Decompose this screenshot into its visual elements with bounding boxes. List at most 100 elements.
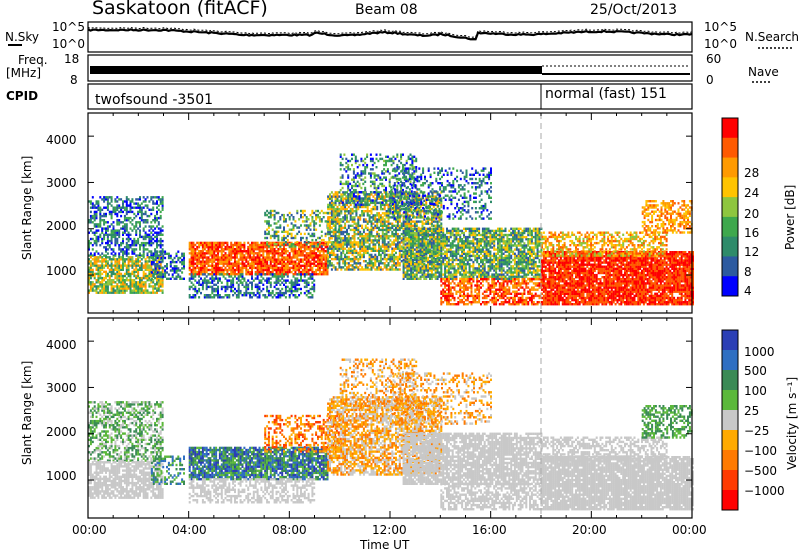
scatter-cell: [344, 262, 347, 265]
scatter-cell: [243, 264, 246, 267]
scatter-cell: [118, 221, 121, 224]
scatter-cell: [305, 264, 308, 267]
scatter-cell: [213, 273, 216, 276]
scatter-cell: [120, 291, 123, 294]
scatter-cell: [110, 204, 113, 207]
scatter-cell: [260, 273, 263, 276]
scatter-cell: [222, 243, 225, 247]
scatter-cell: [275, 243, 278, 246]
scatter-cell: [318, 236, 321, 240]
scatter-cell: [281, 294, 284, 297]
scatter-cell: [396, 262, 399, 265]
scatter-cell: [260, 264, 263, 267]
nsearch-label: N.Search: [745, 30, 799, 44]
scatter-cell: [275, 275, 278, 278]
scatter-cell: [120, 250, 123, 253]
scatter-cell: [364, 232, 367, 236]
scatter-cell: [296, 277, 299, 280]
scatter-cell: [408, 197, 411, 200]
scatter-cell: [346, 191, 348, 194]
scatter-cell: [137, 239, 140, 243]
scatter-cell: [393, 232, 396, 236]
scatter-cell: [213, 294, 216, 297]
scatter-cell: [361, 224, 364, 227]
scatter-cell: [88, 276, 90, 280]
scatter-cell: [327, 255, 330, 259]
scatter-cell: [256, 248, 259, 251]
scatter-cell: [252, 279, 255, 282]
scatter-cell: [378, 239, 380, 242]
scatter-cell: [139, 279, 141, 282]
scatter-cell: [344, 235, 347, 238]
scatter-cell: [218, 245, 221, 249]
scatter-cell: [406, 212, 409, 215]
scatter-cell: [273, 218, 276, 221]
scatter-cell: [307, 245, 310, 249]
scatter-cell: [340, 255, 343, 259]
scatter-cell: [388, 191, 391, 194]
scatter-cell: [391, 243, 394, 246]
scatter-cell: [387, 210, 390, 213]
scatter-cell: [311, 277, 314, 280]
scatter-cell: [91, 221, 94, 224]
scatter-cell: [97, 208, 100, 211]
scatter-cell: [194, 279, 197, 282]
scatter-cell: [358, 184, 361, 188]
scatter-cell: [307, 273, 310, 276]
scatter-cell: [247, 256, 250, 259]
scatter-cell: [370, 212, 373, 215]
scatter-cell: [371, 168, 374, 171]
scatter-cell: [108, 281, 111, 284]
scatter-cell: [110, 285, 113, 288]
scatter-cell: [396, 245, 399, 248]
scatter-cell: [394, 193, 397, 196]
scatter-cell: [322, 270, 325, 274]
scatter-cell: [194, 268, 197, 272]
scatter-cell: [264, 245, 267, 249]
scatter-cell: [286, 270, 289, 274]
scatter-cell: [344, 255, 347, 259]
scatter-cell: [234, 287, 236, 291]
scatter-cell: [142, 250, 145, 253]
scatter-cell: [169, 265, 172, 268]
scatter-cell: [110, 214, 113, 218]
scatter-cell: [196, 258, 199, 261]
scatter-cell: [103, 196, 106, 199]
scatter-cell: [277, 275, 280, 278]
scatter-cell: [329, 201, 331, 205]
scatter-cell: [122, 285, 124, 288]
scatter-cell: [190, 273, 193, 276]
scatter-cell: [330, 268, 333, 271]
scatter-cell: [266, 241, 269, 244]
scatter-cell: [127, 256, 130, 259]
scatter-cell: [273, 294, 276, 297]
scatter-cell: [311, 294, 314, 297]
scatter-cell: [156, 252, 158, 255]
scatter-cell: [201, 258, 204, 261]
scatter-cell: [97, 264, 100, 267]
scatter-cell: [99, 291, 102, 294]
scatter-cell: [294, 287, 297, 291]
scatter-cell: [269, 216, 272, 219]
scatter-cell: [252, 243, 255, 247]
scatter-cell: [396, 268, 399, 271]
scatter-cell: [357, 245, 360, 248]
scatter-cell: [91, 204, 94, 207]
scatter-cell: [324, 262, 327, 265]
scatter-cell: [284, 296, 287, 299]
scatter-cell: [379, 253, 382, 257]
scatter-cell: [211, 258, 214, 261]
scatter-cell: [283, 243, 285, 246]
scatter-cell: [194, 273, 197, 276]
scatter-cell: [131, 248, 134, 251]
scatter-cell: [251, 266, 253, 270]
scatter-cell: [89, 241, 92, 245]
scatter-cell: [207, 273, 210, 276]
scatter-cell: [88, 219, 90, 222]
scatter-cell: [114, 233, 117, 236]
scatter-cell: [125, 212, 128, 216]
scatter-cell: [406, 214, 409, 217]
scatter-cell: [158, 267, 161, 270]
scatter-cell: [150, 231, 153, 234]
scatter-cell: [277, 252, 280, 255]
